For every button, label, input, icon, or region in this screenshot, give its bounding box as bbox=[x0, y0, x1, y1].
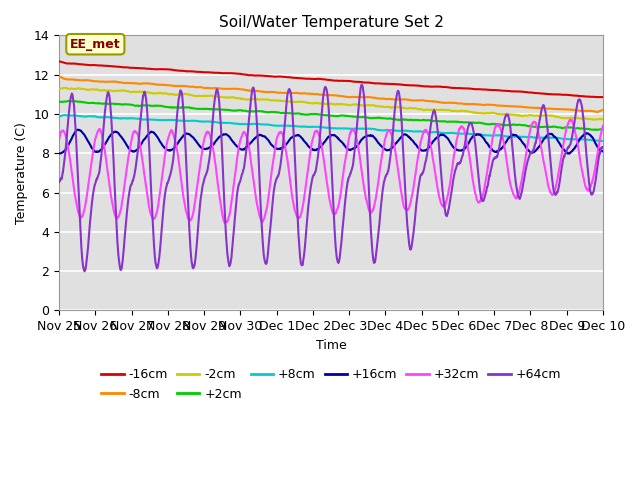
Text: EE_met: EE_met bbox=[70, 38, 121, 51]
Y-axis label: Temperature (C): Temperature (C) bbox=[15, 122, 28, 224]
Legend: -16cm, -8cm, -2cm, +2cm, +8cm, +16cm, +32cm, +64cm: -16cm, -8cm, -2cm, +2cm, +8cm, +16cm, +3… bbox=[96, 363, 566, 406]
X-axis label: Time: Time bbox=[316, 339, 346, 352]
Title: Soil/Water Temperature Set 2: Soil/Water Temperature Set 2 bbox=[219, 15, 444, 30]
